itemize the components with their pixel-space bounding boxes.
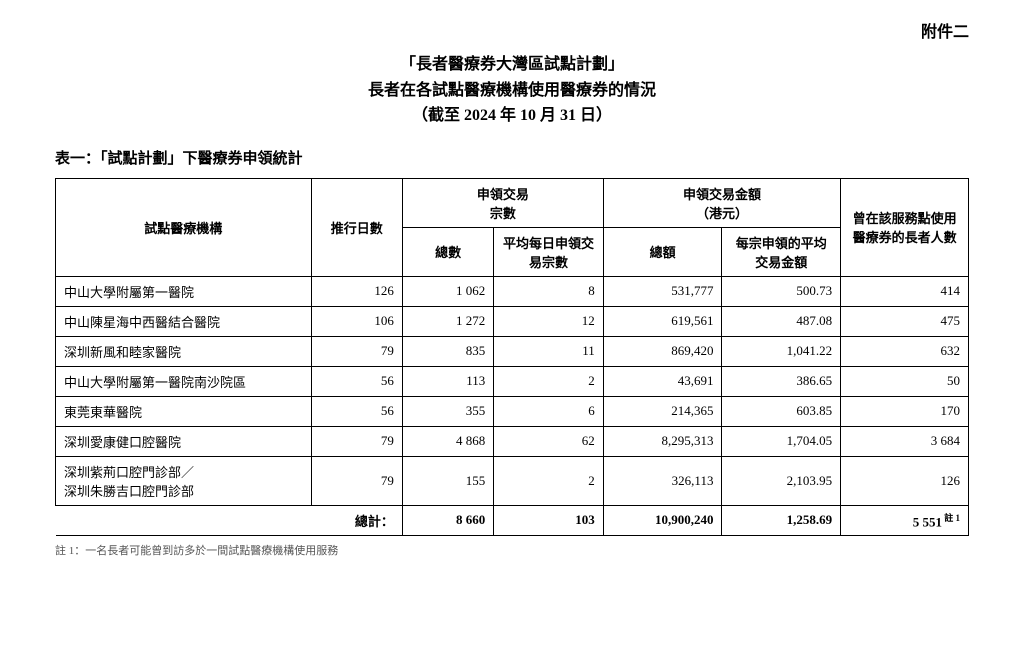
cell-amt-total: 8,295,313 <box>603 426 722 456</box>
cell-amt-avg: 1,704.05 <box>722 426 841 456</box>
header-amt-group: 申領交易金額（港元） <box>603 178 840 227</box>
cell-users: 475 <box>841 306 969 336</box>
table-row: 深圳紫荊口腔門診部／深圳朱勝吉口腔門診部791552326,1132,103.9… <box>56 456 969 505</box>
cell-days: 56 <box>311 366 402 396</box>
cell-days: 79 <box>311 426 402 456</box>
cell-users: 170 <box>841 396 969 426</box>
cell-org: 中山陳星海中西醫結合醫院 <box>56 306 312 336</box>
table-row: 中山大學附屬第一醫院南沙院區56113243,691386.6550 <box>56 366 969 396</box>
cell-tx-total: 1 062 <box>402 276 493 306</box>
cell-users: 3 684 <box>841 426 969 456</box>
cell-amt-total: 326,113 <box>603 456 722 505</box>
header-tx-avg: 平均每日申領交易宗數 <box>494 227 604 276</box>
table-row: 中山陳星海中西醫結合醫院1061 27212619,561487.08475 <box>56 306 969 336</box>
note-sup: 註 1 <box>942 513 960 523</box>
table-row: 深圳新風和睦家醫院7983511869,4201,041.22632 <box>56 336 969 366</box>
footnote: 註 1：一名長者可能曾到訪多於一間試點醫療機構使用服務 <box>55 542 969 558</box>
cell-amt-total: 619,561 <box>603 306 722 336</box>
title-line-1: 「長者醫療券大灣區試點計劃」 <box>55 52 969 78</box>
stats-table: 試點醫療機構 推行日數 申領交易宗數 申領交易金額（港元） 曾在該服務點使用醫療… <box>55 178 969 536</box>
cell-total-amt-avg: 1,258.69 <box>722 505 841 535</box>
cell-days: 56 <box>311 396 402 426</box>
cell-tx-total: 155 <box>402 456 493 505</box>
cell-days: 106 <box>311 306 402 336</box>
header-row-1: 試點醫療機構 推行日數 申領交易宗數 申領交易金額（港元） 曾在該服務點使用醫療… <box>56 178 969 227</box>
cell-tx-total: 113 <box>402 366 493 396</box>
header-amt-avg: 每宗申領的平均交易金額 <box>722 227 841 276</box>
cell-users: 632 <box>841 336 969 366</box>
cell-total-amt-total: 10,900,240 <box>603 505 722 535</box>
cell-amt-avg: 603.85 <box>722 396 841 426</box>
cell-org: 深圳愛康健口腔醫院 <box>56 426 312 456</box>
table-row: 中山大學附屬第一醫院1261 0628531,777500.73414 <box>56 276 969 306</box>
cell-tx-total: 835 <box>402 336 493 366</box>
header-users: 曾在該服務點使用醫療券的長者人數 <box>841 178 969 276</box>
attachment-label: 附件二 <box>55 18 969 42</box>
document-page: 附件二 「長者醫療券大灣區試點計劃」 長者在各試點醫療機構使用醫療券的情況 （截… <box>0 0 1024 653</box>
cell-users: 50 <box>841 366 969 396</box>
cell-total-label: 總計： <box>56 505 403 535</box>
cell-tx-avg: 11 <box>494 336 604 366</box>
cell-amt-avg: 386.65 <box>722 366 841 396</box>
cell-tx-total: 1 272 <box>402 306 493 336</box>
cell-tx-total: 4 868 <box>402 426 493 456</box>
header-org: 試點醫療機構 <box>56 178 312 276</box>
cell-total-users: 5 551 註 1 <box>841 505 969 535</box>
table-caption: 表一：「試點計劃」下醫療券申領統計 <box>55 147 969 168</box>
cell-org: 東莞東華醫院 <box>56 396 312 426</box>
cell-tx-avg: 2 <box>494 366 604 396</box>
header-amt-total: 總額 <box>603 227 722 276</box>
cell-total-tx-avg: 103 <box>494 505 604 535</box>
header-days: 推行日數 <box>311 178 402 276</box>
cell-tx-avg: 2 <box>494 456 604 505</box>
cell-users: 414 <box>841 276 969 306</box>
cell-amt-total: 531,777 <box>603 276 722 306</box>
cell-users: 126 <box>841 456 969 505</box>
table-row: 深圳愛康健口腔醫院794 868628,295,3131,704.053 684 <box>56 426 969 456</box>
cell-tx-avg: 12 <box>494 306 604 336</box>
cell-tx-avg: 8 <box>494 276 604 306</box>
cell-org: 深圳紫荊口腔門診部／深圳朱勝吉口腔門診部 <box>56 456 312 505</box>
title-line-2: 長者在各試點醫療機構使用醫療券的情況 <box>55 78 969 104</box>
cell-amt-total: 43,691 <box>603 366 722 396</box>
cell-amt-total: 214,365 <box>603 396 722 426</box>
cell-org: 深圳新風和睦家醫院 <box>56 336 312 366</box>
title-block: 「長者醫療券大灣區試點計劃」 長者在各試點醫療機構使用醫療券的情況 （截至 20… <box>55 52 969 129</box>
table-row: 東莞東華醫院563556214,365603.85170 <box>56 396 969 426</box>
cell-amt-avg: 1,041.22 <box>722 336 841 366</box>
header-tx-group: 申領交易宗數 <box>402 178 603 227</box>
header-tx-total: 總數 <box>402 227 493 276</box>
table-total-row: 總計：8 66010310,900,2401,258.695 551 註 1 <box>56 505 969 535</box>
cell-org: 中山大學附屬第一醫院南沙院區 <box>56 366 312 396</box>
cell-total-tx-total: 8 660 <box>402 505 493 535</box>
cell-days: 79 <box>311 456 402 505</box>
cell-amt-avg: 500.73 <box>722 276 841 306</box>
title-line-3: （截至 2024 年 10 月 31 日） <box>55 103 969 129</box>
cell-tx-avg: 62 <box>494 426 604 456</box>
cell-amt-total: 869,420 <box>603 336 722 366</box>
cell-tx-avg: 6 <box>494 396 604 426</box>
cell-days: 79 <box>311 336 402 366</box>
cell-amt-avg: 487.08 <box>722 306 841 336</box>
cell-amt-avg: 2,103.95 <box>722 456 841 505</box>
cell-tx-total: 355 <box>402 396 493 426</box>
cell-days: 126 <box>311 276 402 306</box>
cell-org: 中山大學附屬第一醫院 <box>56 276 312 306</box>
